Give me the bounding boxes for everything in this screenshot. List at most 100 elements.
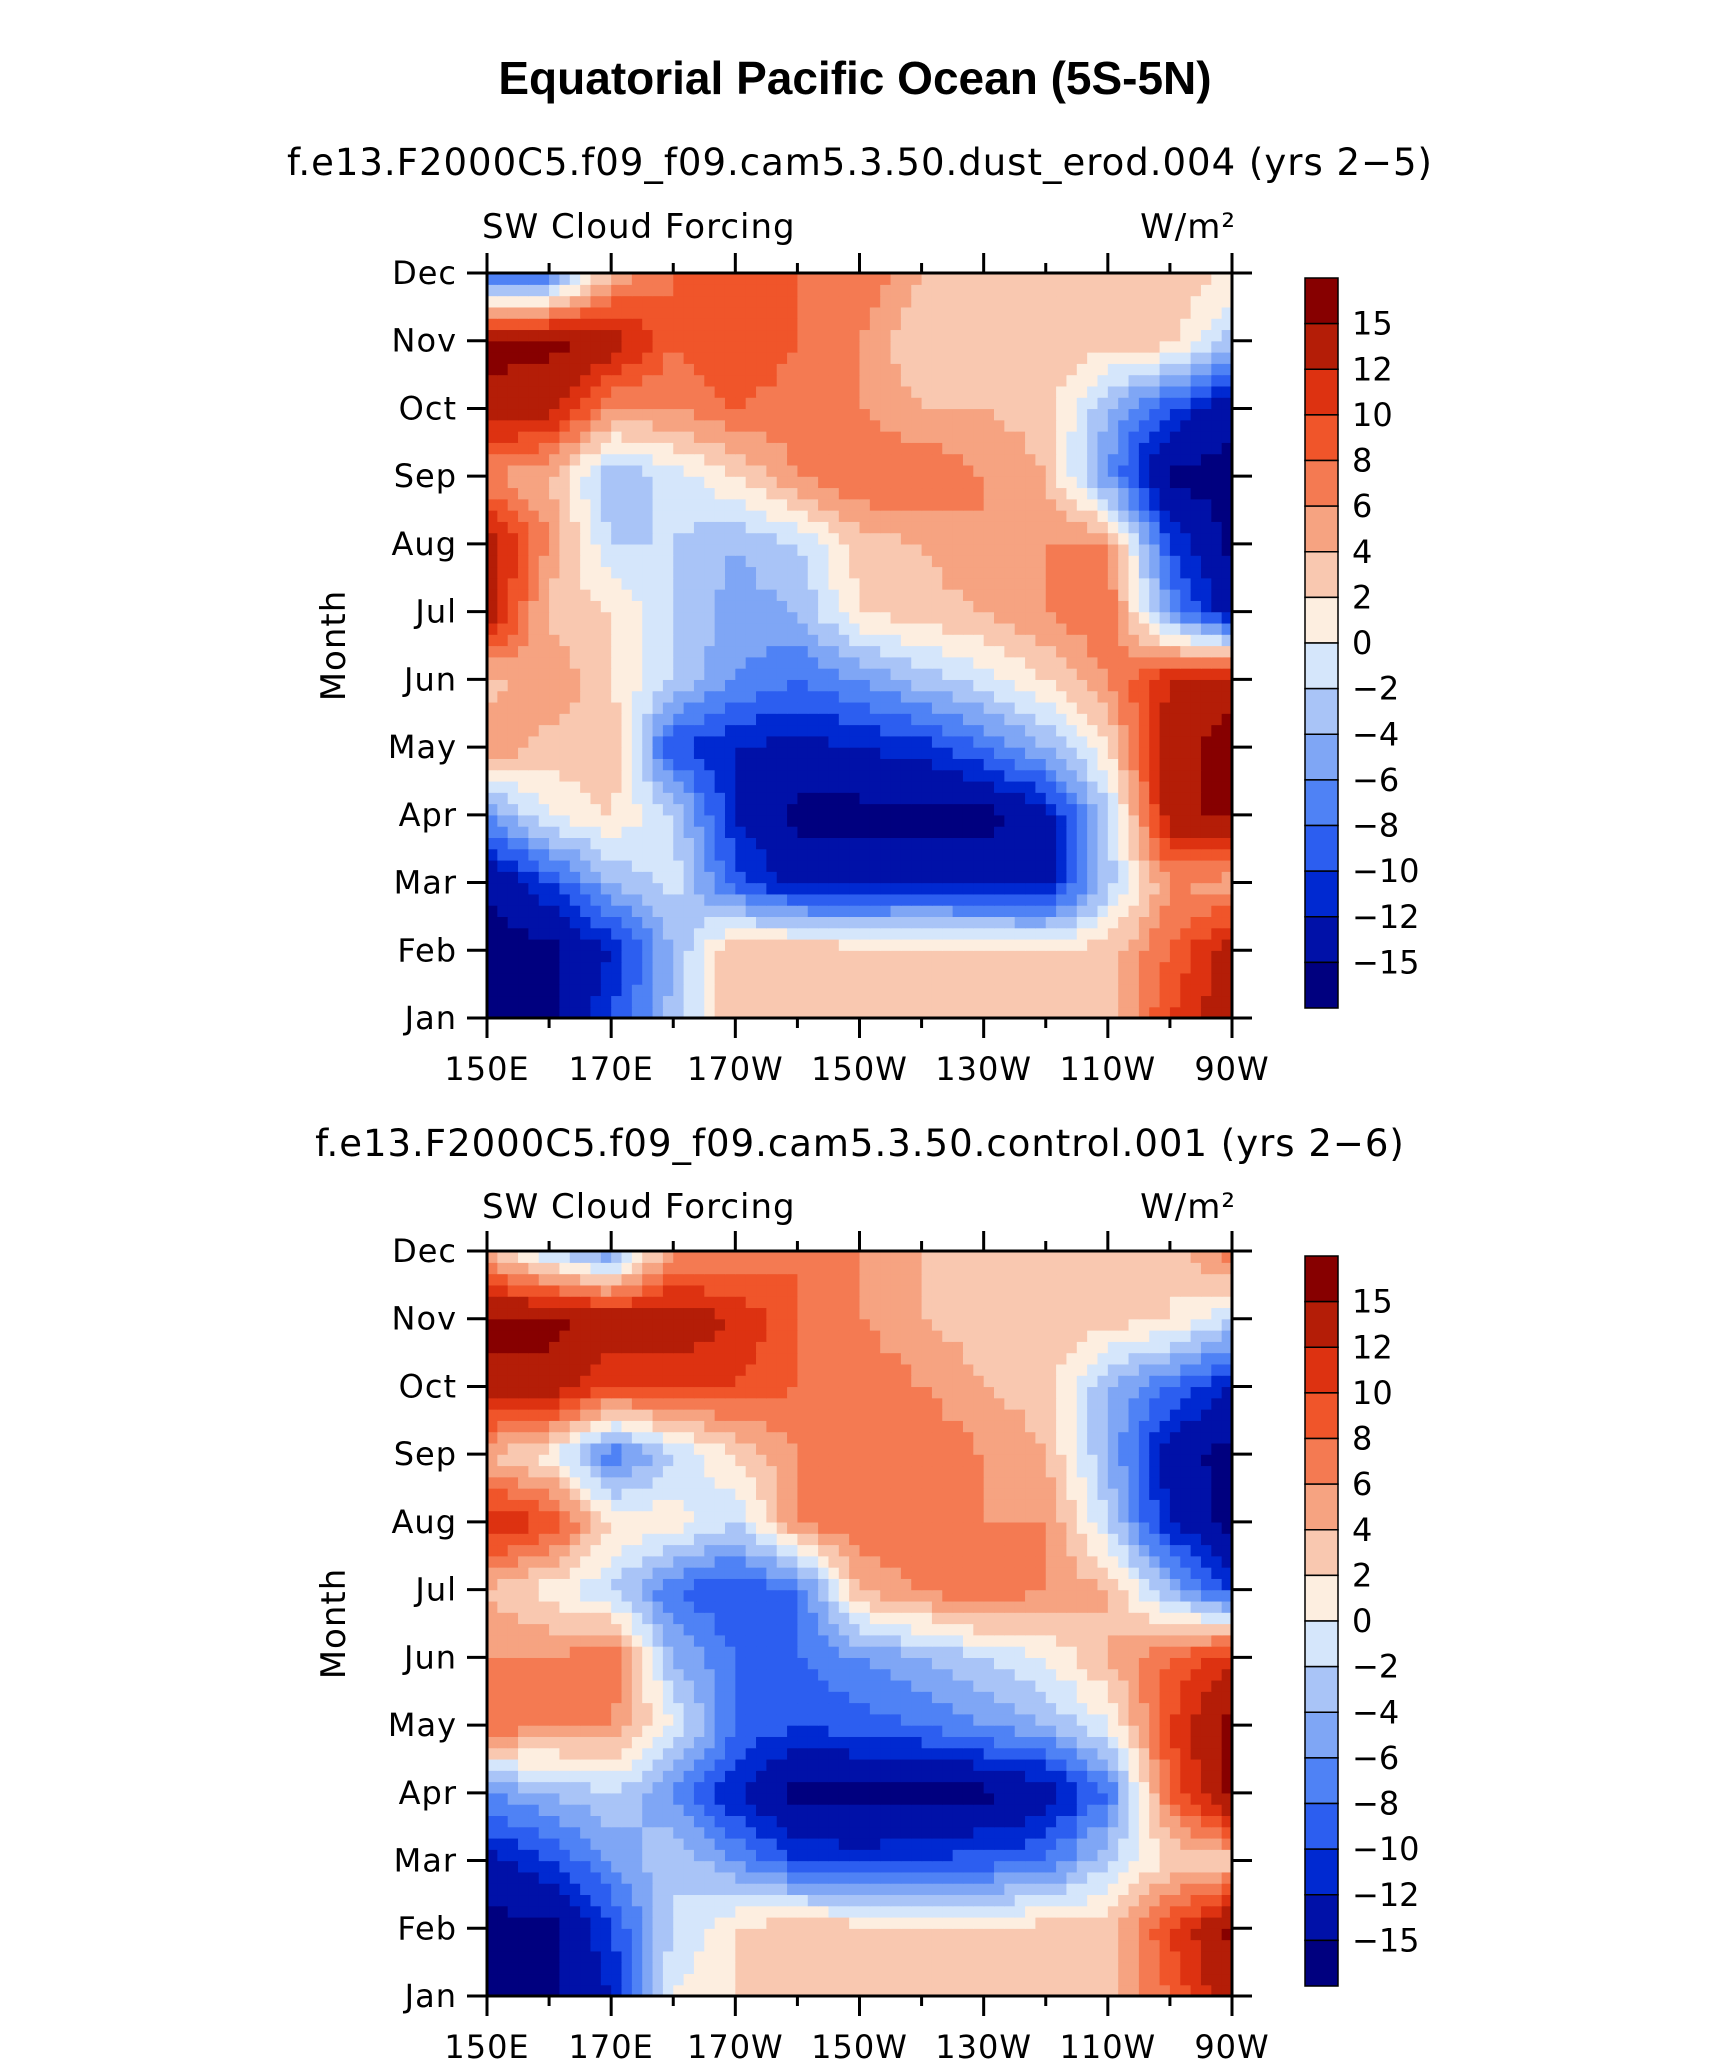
heatmap-cell: [859, 893, 871, 906]
heatmap-cell: [621, 284, 633, 297]
heatmap-cell: [683, 329, 695, 342]
heatmap-cell: [528, 464, 540, 477]
heatmap-cell: [756, 453, 767, 466]
heatmap-cell: [880, 273, 892, 285]
heatmap-cell: [1200, 938, 1212, 951]
heatmap-cell: [487, 374, 498, 387]
heatmap-cell: [807, 882, 819, 895]
heatmap-cell: [1056, 656, 1068, 669]
heatmap-cell: [487, 408, 498, 421]
heatmap-cell: [869, 589, 881, 601]
heatmap-cell: [849, 329, 861, 342]
heatmap-cell: [631, 408, 643, 421]
heatmap-cell: [580, 792, 592, 805]
heatmap-cell: [621, 498, 633, 511]
heatmap-cell: [1066, 1984, 1078, 1996]
heatmap-cell: [756, 487, 767, 500]
heatmap-cell: [714, 826, 726, 838]
heatmap-cell: [1014, 1984, 1026, 1996]
heatmap-cell: [714, 510, 726, 522]
heatmap-cell: [1118, 1984, 1130, 1996]
heatmap-cell: [880, 769, 892, 782]
heatmap-cell: [611, 284, 623, 297]
heatmap-cell: [559, 487, 571, 500]
heatmap-cell: [673, 769, 685, 782]
heatmap-cell: [569, 487, 581, 500]
heatmap-cell: [942, 487, 954, 500]
heatmap-cell: [714, 1973, 726, 1986]
heatmap-cell: [911, 769, 923, 782]
heatmap-cell: [1025, 284, 1037, 297]
heatmap-cell: [1159, 589, 1171, 601]
heatmap-cell: [1107, 995, 1119, 1008]
heatmap-cell: [1138, 837, 1150, 850]
heatmap-cell: [797, 543, 809, 556]
heatmap-cell: [1107, 656, 1119, 669]
heatmap-cell: [1138, 273, 1150, 285]
heatmap-cell: [1045, 938, 1057, 951]
heatmap-cell: [931, 363, 943, 376]
heatmap-cell: [1221, 374, 1232, 387]
heatmap-cell: [1025, 510, 1037, 522]
heatmap-cell: [1159, 792, 1171, 805]
heatmap-cell: [1149, 950, 1161, 963]
heatmap-cell: [528, 848, 540, 861]
heatmap-cell: [631, 577, 643, 590]
heatmap-cell: [1014, 600, 1026, 613]
heatmap-cell: [911, 295, 923, 308]
heatmap-cell: [1138, 995, 1150, 1008]
heatmap-cell: [1118, 431, 1130, 443]
heatmap-cell: [652, 634, 664, 647]
heatmap-cell: [1180, 453, 1192, 466]
heatmap-cell: [590, 747, 602, 759]
heatmap-cell: [518, 769, 529, 782]
heatmap-cell: [838, 442, 850, 455]
heatmap-cell: [487, 769, 498, 782]
heatmap-cell: [1056, 385, 1068, 398]
heatmap-cell: [642, 397, 654, 410]
heatmap-cell: [662, 780, 674, 793]
heatmap-cell: [849, 352, 861, 364]
heatmap-cell: [631, 543, 643, 556]
heatmap-cell: [1066, 555, 1078, 568]
heatmap-cell: [859, 340, 871, 353]
heatmap-cell: [1190, 385, 1202, 398]
heatmap-cell: [1045, 972, 1057, 985]
heatmap-cell: [1190, 318, 1202, 331]
heatmap-cell: [569, 385, 581, 398]
heatmap-cell: [1076, 701, 1088, 714]
heatmap-cell: [1107, 679, 1119, 692]
heatmap-cell: [900, 769, 912, 782]
heatmap-cell: [911, 859, 923, 872]
heatmap-cell: [487, 882, 498, 895]
heatmap-cell: [818, 668, 830, 680]
heatmap-cell: [952, 510, 964, 522]
heatmap-cell: [828, 995, 840, 1008]
heatmap-cell: [1045, 329, 1057, 342]
heatmap-cell: [683, 916, 695, 929]
heatmap-cell: [1107, 848, 1119, 861]
units-label: W/m²: [1140, 207, 1236, 247]
heatmap-cell: [1190, 273, 1202, 285]
heatmap-cell: [1066, 837, 1078, 850]
heatmap-cell: [1169, 916, 1181, 929]
heatmap-cell: [787, 927, 799, 940]
heatmap-cell: [787, 555, 799, 568]
heatmap-cell: [683, 984, 695, 997]
heatmap-cell: [973, 859, 985, 872]
heatmap-cell: [1128, 871, 1140, 884]
heatmap-cell: [818, 273, 830, 285]
heatmap-cell: [1211, 995, 1223, 1008]
heatmap-cell: [1087, 995, 1099, 1008]
heatmap-cell: [983, 408, 995, 421]
heatmap-cell: [611, 961, 623, 974]
heatmap-cell: [1138, 419, 1150, 432]
heatmap-cell: [600, 972, 612, 985]
heatmap-cell: [1200, 577, 1212, 590]
heatmap-cell: [673, 408, 685, 421]
heatmap-cell: [952, 803, 964, 816]
heatmap-cell: [890, 295, 902, 308]
heatmap-cell: [911, 735, 923, 748]
heatmap-cell: [497, 464, 509, 477]
heatmap-cell: [1004, 476, 1016, 489]
